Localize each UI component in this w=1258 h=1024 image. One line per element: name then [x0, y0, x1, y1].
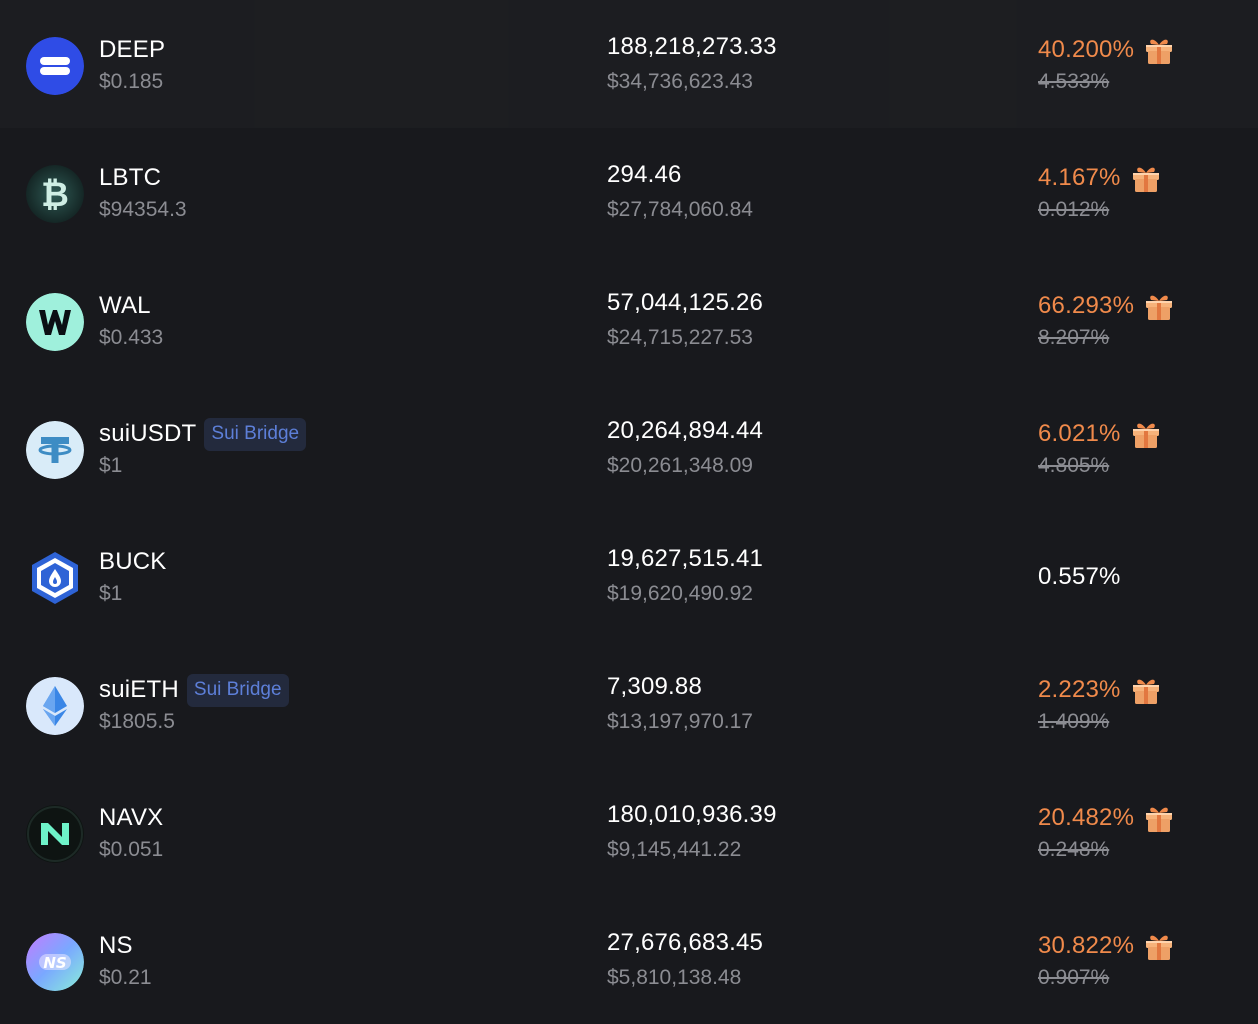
token-price: $0.185	[99, 70, 164, 93]
token-name-line: NS	[99, 930, 133, 962]
apr-line: 66.293%	[1038, 288, 1176, 324]
base-apr: 8.207%	[1038, 326, 1110, 349]
token-row-deep[interactable]: DEEP $0.185 188,218,273.33 $34,736,623.4…	[0, 0, 1258, 128]
token-name-line: NAVX	[99, 802, 163, 834]
token-row-buck[interactable]: BUCK $1 19,627,515.41 $19,620,490.92 0.5…	[0, 512, 1258, 640]
token-name-line: LBTC	[99, 162, 161, 194]
base-apr: 1.409%	[1038, 710, 1110, 733]
total-amount: 7,309.88	[607, 673, 703, 700]
total-amount: 57,044,125.26	[607, 289, 764, 316]
boosted-apr: 6.021%	[1038, 420, 1121, 447]
total-amount: 27,676,683.45	[607, 929, 764, 956]
token-row-ns[interactable]: NS NS $0.21 27,676,683.45 $5,810,138.48 …	[0, 896, 1258, 1024]
boosted-apr: 20.482%	[1038, 804, 1135, 831]
apr-line: 2.223%	[1038, 672, 1163, 708]
token-name-line: suiETH Sui Bridge	[99, 673, 289, 707]
usdt-icon	[26, 421, 84, 479]
apr-line: 4.167%	[1038, 160, 1163, 196]
lbtc-icon: ₿	[26, 165, 84, 223]
token-symbol: suiETH	[99, 676, 179, 703]
token-price: $1	[99, 454, 123, 477]
token-name-line: WAL	[99, 290, 151, 322]
base-apr: 4.533%	[1038, 70, 1110, 93]
token-symbol: NS	[99, 932, 133, 959]
token-name-line: suiUSDT Sui Bridge	[99, 417, 307, 451]
gift-icon[interactable]	[1142, 33, 1176, 67]
base-apr: 0.012%	[1038, 198, 1110, 221]
token-symbol: DEEP	[99, 36, 166, 63]
apr-line: 0.557%	[1038, 561, 1121, 593]
apr-line: 30.822%	[1038, 928, 1176, 964]
navx-icon	[26, 805, 84, 863]
total-amount: 19,627,515.41	[607, 545, 764, 572]
apr-line: 40.200%	[1038, 32, 1176, 68]
token-price: $94354.3	[99, 198, 187, 221]
total-value-usd: $27,784,060.84	[607, 198, 753, 221]
token-price: $1805.5	[99, 710, 175, 733]
token-symbol: NAVX	[99, 804, 164, 831]
svg-text:₿: ₿	[41, 175, 69, 215]
total-value-usd: $19,620,490.92	[607, 582, 753, 605]
token-symbol: BUCK	[99, 548, 167, 575]
base-apr: 0.907%	[1038, 966, 1110, 989]
token-name-line: DEEP	[99, 34, 165, 66]
total-amount: 180,010,936.39	[607, 801, 777, 828]
gift-icon[interactable]	[1142, 929, 1176, 963]
base-apr: 4.805%	[1038, 454, 1110, 477]
base-apr: 0.248%	[1038, 838, 1110, 861]
total-value-usd: $34,736,623.43	[607, 70, 753, 93]
token-price: $1	[99, 582, 123, 605]
deep-icon	[26, 37, 84, 95]
token-symbol: suiUSDT	[99, 420, 197, 447]
token-symbol: LBTC	[99, 164, 162, 191]
token-row-navx[interactable]: NAVX $0.051 180,010,936.39 $9,145,441.22…	[0, 768, 1258, 896]
gift-icon[interactable]	[1129, 417, 1163, 451]
wal-icon	[26, 293, 84, 351]
svg-text:NS: NS	[43, 954, 66, 972]
total-amount: 20,264,894.44	[607, 417, 764, 444]
token-price: $0.433	[99, 326, 164, 349]
token-symbol: WAL	[99, 292, 151, 319]
apr-line: 6.021%	[1038, 416, 1163, 452]
total-value-usd: $9,145,441.22	[607, 838, 742, 861]
boosted-apr: 66.293%	[1038, 292, 1135, 319]
total-value-usd: $20,261,348.09	[607, 454, 753, 477]
gift-icon[interactable]	[1129, 161, 1163, 195]
bridge-badge: Sui Bridge	[186, 673, 289, 707]
boosted-apr: 30.822%	[1038, 932, 1135, 959]
gift-icon[interactable]	[1129, 673, 1163, 707]
total-value-usd: $13,197,970.17	[607, 710, 753, 733]
boosted-apr: 4.167%	[1038, 164, 1121, 191]
token-row-lbtc[interactable]: ₿ LBTC $94354.3 294.46 $27,784,060.84 4.…	[0, 128, 1258, 256]
total-amount: 294.46	[607, 161, 682, 188]
boosted-apr: 40.200%	[1038, 36, 1135, 63]
token-name-line: BUCK	[99, 546, 166, 578]
eth-icon	[26, 677, 84, 735]
token-row-wal[interactable]: WAL $0.433 57,044,125.26 $24,715,227.53 …	[0, 256, 1258, 384]
token-price: $0.21	[99, 966, 152, 989]
apr-line: 20.482%	[1038, 800, 1176, 836]
total-amount: 188,218,273.33	[607, 33, 777, 60]
ns-icon: NS	[26, 933, 84, 991]
gift-icon[interactable]	[1142, 289, 1176, 323]
token-row-suiusdt[interactable]: suiUSDT Sui Bridge $1 20,264,894.44 $20,…	[0, 384, 1258, 512]
total-value-usd: $5,810,138.48	[607, 966, 742, 989]
gift-icon[interactable]	[1142, 801, 1176, 835]
token-price: $0.051	[99, 838, 164, 861]
total-value-usd: $24,715,227.53	[607, 326, 753, 349]
buck-icon	[26, 549, 84, 607]
token-row-suieth[interactable]: suiETH Sui Bridge $1805.5 7,309.88 $13,1…	[0, 640, 1258, 768]
boosted-apr: 2.223%	[1038, 676, 1121, 703]
supply-apr: 0.557%	[1038, 563, 1121, 590]
bridge-badge: Sui Bridge	[204, 417, 307, 451]
